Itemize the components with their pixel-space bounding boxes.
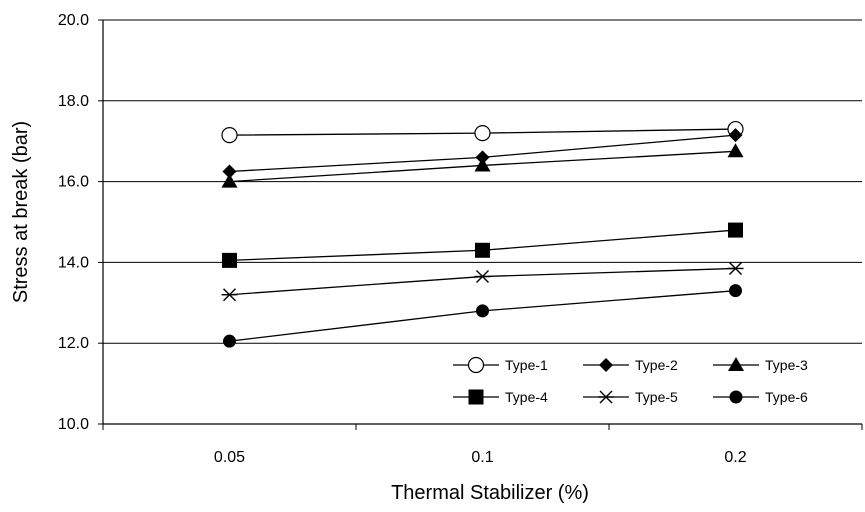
data-point bbox=[221, 173, 238, 188]
asterisk-stroke bbox=[476, 270, 489, 284]
data-point bbox=[599, 358, 613, 372]
data-point bbox=[729, 284, 742, 298]
legend-label: Type-6 bbox=[765, 389, 808, 405]
legend-item-type-1: Type-1 bbox=[453, 356, 548, 374]
legend-item-type-2: Type-2 bbox=[583, 357, 678, 373]
data-point bbox=[475, 242, 490, 258]
series-type-3 bbox=[221, 143, 744, 188]
data-point bbox=[474, 125, 491, 142]
x-tick-label: 0.05 bbox=[214, 449, 245, 466]
series-type-4 bbox=[222, 222, 743, 268]
series-type-1 bbox=[221, 120, 744, 144]
series-type-5 bbox=[221, 261, 744, 302]
x-tick-label: 0.1 bbox=[471, 449, 493, 466]
data-point bbox=[598, 390, 614, 404]
series-type-2 bbox=[222, 128, 743, 179]
asterisk-stroke bbox=[729, 261, 742, 275]
legend-item-type-3: Type-3 bbox=[713, 357, 808, 373]
data-point bbox=[467, 356, 485, 374]
series-line bbox=[229, 267, 736, 296]
legend-item-type-6: Type-6 bbox=[713, 389, 808, 405]
y-tick-label: 12.0 bbox=[58, 335, 89, 352]
data-point bbox=[223, 334, 236, 348]
legend-item-type-5: Type-5 bbox=[583, 389, 678, 405]
series-lines bbox=[221, 120, 744, 348]
data-point bbox=[474, 270, 491, 284]
series-type-6 bbox=[223, 284, 742, 348]
data-point bbox=[476, 304, 489, 318]
legend-label: Type-5 bbox=[635, 389, 678, 405]
x-tick-label: 0.2 bbox=[724, 449, 746, 466]
data-point bbox=[221, 288, 238, 302]
y-tick-label: 18.0 bbox=[58, 93, 89, 110]
legend-label: Type-4 bbox=[505, 389, 548, 405]
y-tick-label: 16.0 bbox=[58, 174, 89, 191]
data-point bbox=[475, 150, 490, 165]
data-point bbox=[468, 389, 484, 405]
data-point bbox=[222, 164, 237, 179]
legend-label: Type-1 bbox=[505, 357, 548, 373]
data-point bbox=[729, 390, 743, 404]
legend-item-type-4: Type-4 bbox=[453, 389, 548, 405]
x-axis-title: Thermal Stabilizer (%) bbox=[391, 482, 589, 504]
y-tick-labels: 10.0 12.0 14.0 16.0 18.0 20.0 bbox=[58, 12, 89, 433]
y-axis-title: Stress at break (bar) bbox=[10, 121, 32, 303]
x-tick-labels: 0.05 0.1 0.2 bbox=[214, 449, 747, 466]
legend-label: Type-3 bbox=[765, 357, 808, 373]
data-point bbox=[222, 252, 237, 268]
y-tick-label: 14.0 bbox=[58, 254, 89, 271]
asterisk-stroke bbox=[599, 390, 613, 404]
data-point bbox=[728, 222, 743, 238]
y-tick-label: 10.0 bbox=[58, 416, 89, 433]
data-point bbox=[728, 357, 744, 371]
legend: Type-1 Type-2 Type-3 Type-4 Type-5 Type-6 bbox=[453, 356, 808, 405]
legend-label: Type-2 bbox=[635, 357, 678, 373]
y-tick-label: 20.0 bbox=[58, 12, 89, 29]
data-point bbox=[727, 261, 744, 275]
data-point bbox=[727, 143, 744, 158]
axes bbox=[98, 19, 863, 430]
data-point bbox=[474, 157, 491, 172]
data-point bbox=[728, 128, 743, 143]
data-point bbox=[221, 127, 238, 144]
asterisk-stroke bbox=[223, 288, 236, 302]
